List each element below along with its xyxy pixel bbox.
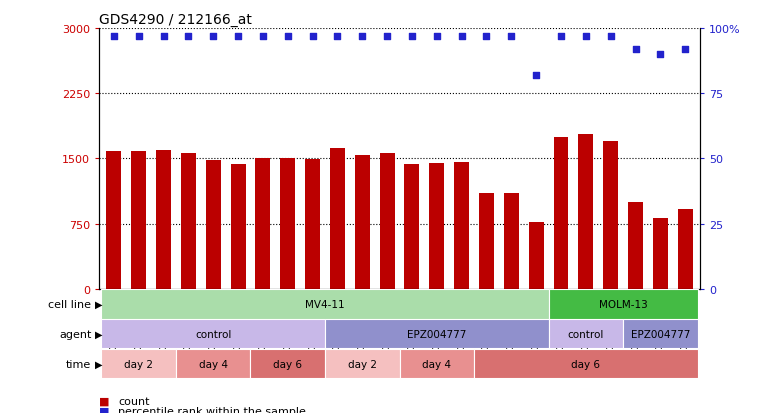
Bar	[454, 162, 469, 289]
Point	[456, 33, 468, 40]
Text: EPZ004777: EPZ004777	[631, 329, 690, 339]
Bar	[101, 349, 176, 378]
Point	[307, 33, 319, 40]
Point	[580, 33, 592, 40]
Point	[629, 46, 642, 53]
Point	[530, 72, 543, 79]
Point	[505, 33, 517, 40]
Point	[654, 52, 667, 58]
Bar	[131, 152, 146, 289]
Bar	[101, 319, 325, 349]
Bar	[603, 142, 618, 289]
Bar	[380, 154, 394, 289]
Bar	[504, 194, 519, 289]
Text: percentile rank within the sample: percentile rank within the sample	[118, 406, 306, 413]
Bar	[181, 154, 196, 289]
Bar	[628, 202, 643, 289]
Text: MOLM-13: MOLM-13	[599, 299, 648, 309]
Text: EPZ004777: EPZ004777	[407, 329, 466, 339]
Text: MV4-11: MV4-11	[305, 299, 345, 309]
Bar	[429, 163, 444, 289]
Bar	[355, 156, 370, 289]
Bar	[156, 150, 171, 289]
Bar	[205, 161, 221, 289]
Point	[381, 33, 393, 40]
Text: ▶: ▶	[95, 359, 103, 369]
Point	[604, 33, 616, 40]
Text: count: count	[118, 396, 149, 406]
Point	[256, 33, 269, 40]
Bar	[578, 135, 594, 289]
Text: day 4: day 4	[199, 359, 228, 369]
Text: day 2: day 2	[348, 359, 377, 369]
Point	[679, 46, 691, 53]
Text: control: control	[568, 329, 604, 339]
Bar	[549, 290, 698, 319]
Bar	[231, 165, 246, 289]
Point	[183, 33, 195, 40]
Point	[406, 33, 418, 40]
Point	[356, 33, 368, 40]
Bar	[400, 349, 474, 378]
Bar	[176, 349, 250, 378]
Text: time: time	[66, 359, 91, 369]
Bar	[325, 319, 549, 349]
Point	[431, 33, 443, 40]
Point	[331, 33, 343, 40]
Bar	[474, 349, 698, 378]
Bar	[479, 194, 494, 289]
Text: day 2: day 2	[124, 359, 153, 369]
Bar	[305, 160, 320, 289]
Bar	[529, 222, 543, 289]
Text: day 4: day 4	[422, 359, 451, 369]
Point	[132, 33, 145, 40]
Text: ■: ■	[99, 406, 110, 413]
Text: cell line: cell line	[48, 299, 91, 309]
Bar	[330, 149, 345, 289]
Text: control: control	[195, 329, 231, 339]
Text: agent: agent	[59, 329, 91, 339]
Point	[555, 33, 567, 40]
Bar	[101, 290, 549, 319]
Text: day 6: day 6	[273, 359, 302, 369]
Text: ▶: ▶	[95, 299, 103, 309]
Point	[480, 33, 492, 40]
Bar	[623, 319, 698, 349]
Text: GDS4290 / 212166_at: GDS4290 / 212166_at	[99, 12, 252, 26]
Text: day 6: day 6	[572, 359, 600, 369]
Bar	[549, 319, 623, 349]
Bar	[280, 158, 295, 289]
Point	[108, 33, 120, 40]
Bar	[405, 164, 419, 289]
Bar	[553, 137, 568, 289]
Bar	[107, 152, 121, 289]
Point	[282, 33, 294, 40]
Bar	[325, 349, 400, 378]
Point	[232, 33, 244, 40]
Bar	[250, 349, 325, 378]
Point	[207, 33, 219, 40]
Point	[158, 33, 170, 40]
Bar	[653, 218, 668, 289]
Text: ▶: ▶	[95, 329, 103, 339]
Bar	[678, 209, 693, 289]
Text: ■: ■	[99, 396, 110, 406]
Bar	[256, 158, 270, 289]
